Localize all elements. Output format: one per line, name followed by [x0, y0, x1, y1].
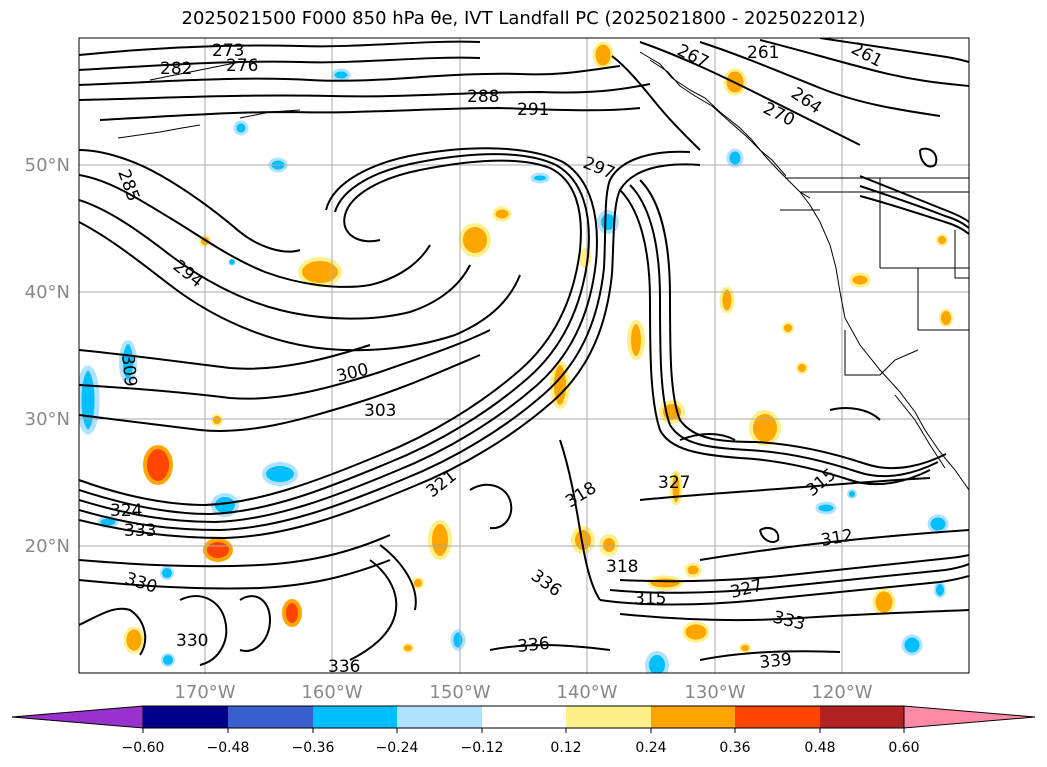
- contour-label: 327: [658, 473, 690, 493]
- colorbar-frame: [142, 705, 905, 729]
- colorbar-swatch: [651, 706, 735, 728]
- colorbar-swatch: [820, 706, 904, 728]
- lat-label: 20°N: [25, 536, 70, 557]
- colorbar-swatch: [566, 706, 651, 728]
- colorbar-tick-label: −0.60: [122, 740, 165, 756]
- gridlines: [79, 38, 969, 673]
- latitude-labels: 50°N 40°N 30°N 20°N: [25, 155, 70, 557]
- contour-label: 288: [467, 87, 499, 107]
- colorbar-tick-label: 0.60: [888, 740, 919, 756]
- longitude-labels: 170°W 160°W 150°W 140°W 130°W 120°W: [174, 682, 872, 703]
- shading-layer: [79, 41, 953, 673]
- theta-e-contours: [79, 38, 969, 666]
- lat-label: 30°N: [25, 409, 70, 430]
- contour-label: 273: [212, 41, 244, 61]
- contour-label: 330: [176, 631, 208, 651]
- plot-frame: [78, 37, 970, 674]
- colorbar-swatch: [228, 706, 313, 728]
- contour-label: 336: [516, 634, 550, 657]
- lon-label: 140°W: [556, 682, 617, 703]
- colorbar-tick-label: 0.36: [719, 740, 750, 756]
- colorbar-swatch: [482, 706, 566, 728]
- colorbar-tick-labels: −0.60 −0.48 −0.36 −0.24 −0.12 0.12 0.24 …: [122, 740, 920, 756]
- map-title: 2025021500 F000 850 hPa θe, IVT Landfall…: [181, 8, 866, 29]
- contour-label: 282: [160, 59, 192, 79]
- colorbar-swatch: [735, 706, 820, 728]
- colorbar-tick-label: 0.24: [635, 740, 666, 756]
- colorbar-tick-label: −0.48: [207, 740, 250, 756]
- colorbar-swatch: [143, 706, 228, 728]
- colorbar-tick-label: 0.12: [550, 740, 581, 756]
- contour-label: 333: [124, 521, 156, 541]
- lon-label: 120°W: [811, 682, 872, 703]
- lon-label: 150°W: [429, 682, 490, 703]
- colorbar-swatch: [397, 706, 482, 728]
- colorbar-swatch: [313, 706, 397, 728]
- contour-label: 303: [364, 401, 396, 421]
- coastlines: [117, 51, 969, 491]
- contour-label: 339: [758, 650, 792, 673]
- contour-label: 336: [328, 657, 360, 677]
- contour-label: 315: [634, 589, 666, 609]
- colorbar-extend-max: [903, 705, 1036, 729]
- lat-label: 40°N: [25, 282, 70, 303]
- lon-label: 130°W: [684, 682, 745, 703]
- contour-label: 276: [226, 56, 258, 76]
- lon-label: 170°W: [174, 682, 235, 703]
- colorbar-extend-min: [11, 705, 144, 729]
- colorbar-tick-label: 0.48: [804, 740, 835, 756]
- contour-label: 291: [517, 100, 549, 120]
- contour-label: 318: [606, 557, 638, 577]
- lat-label: 50°N: [25, 155, 70, 176]
- colorbar: −0.60 −0.48 −0.36 −0.24 −0.12 0.12 0.24 …: [11, 705, 1036, 756]
- plot-area: [79, 38, 969, 673]
- colorbar-tick-label: −0.12: [461, 740, 504, 756]
- contour-label: 261: [747, 43, 779, 63]
- lon-label: 160°W: [301, 682, 362, 703]
- contour-label: 324: [110, 501, 142, 521]
- colorbar-tick-label: −0.36: [292, 740, 335, 756]
- contour-label: 309: [117, 353, 140, 387]
- colorbar-tick-label: −0.24: [376, 740, 419, 756]
- colorbar-ticks: [142, 728, 905, 733]
